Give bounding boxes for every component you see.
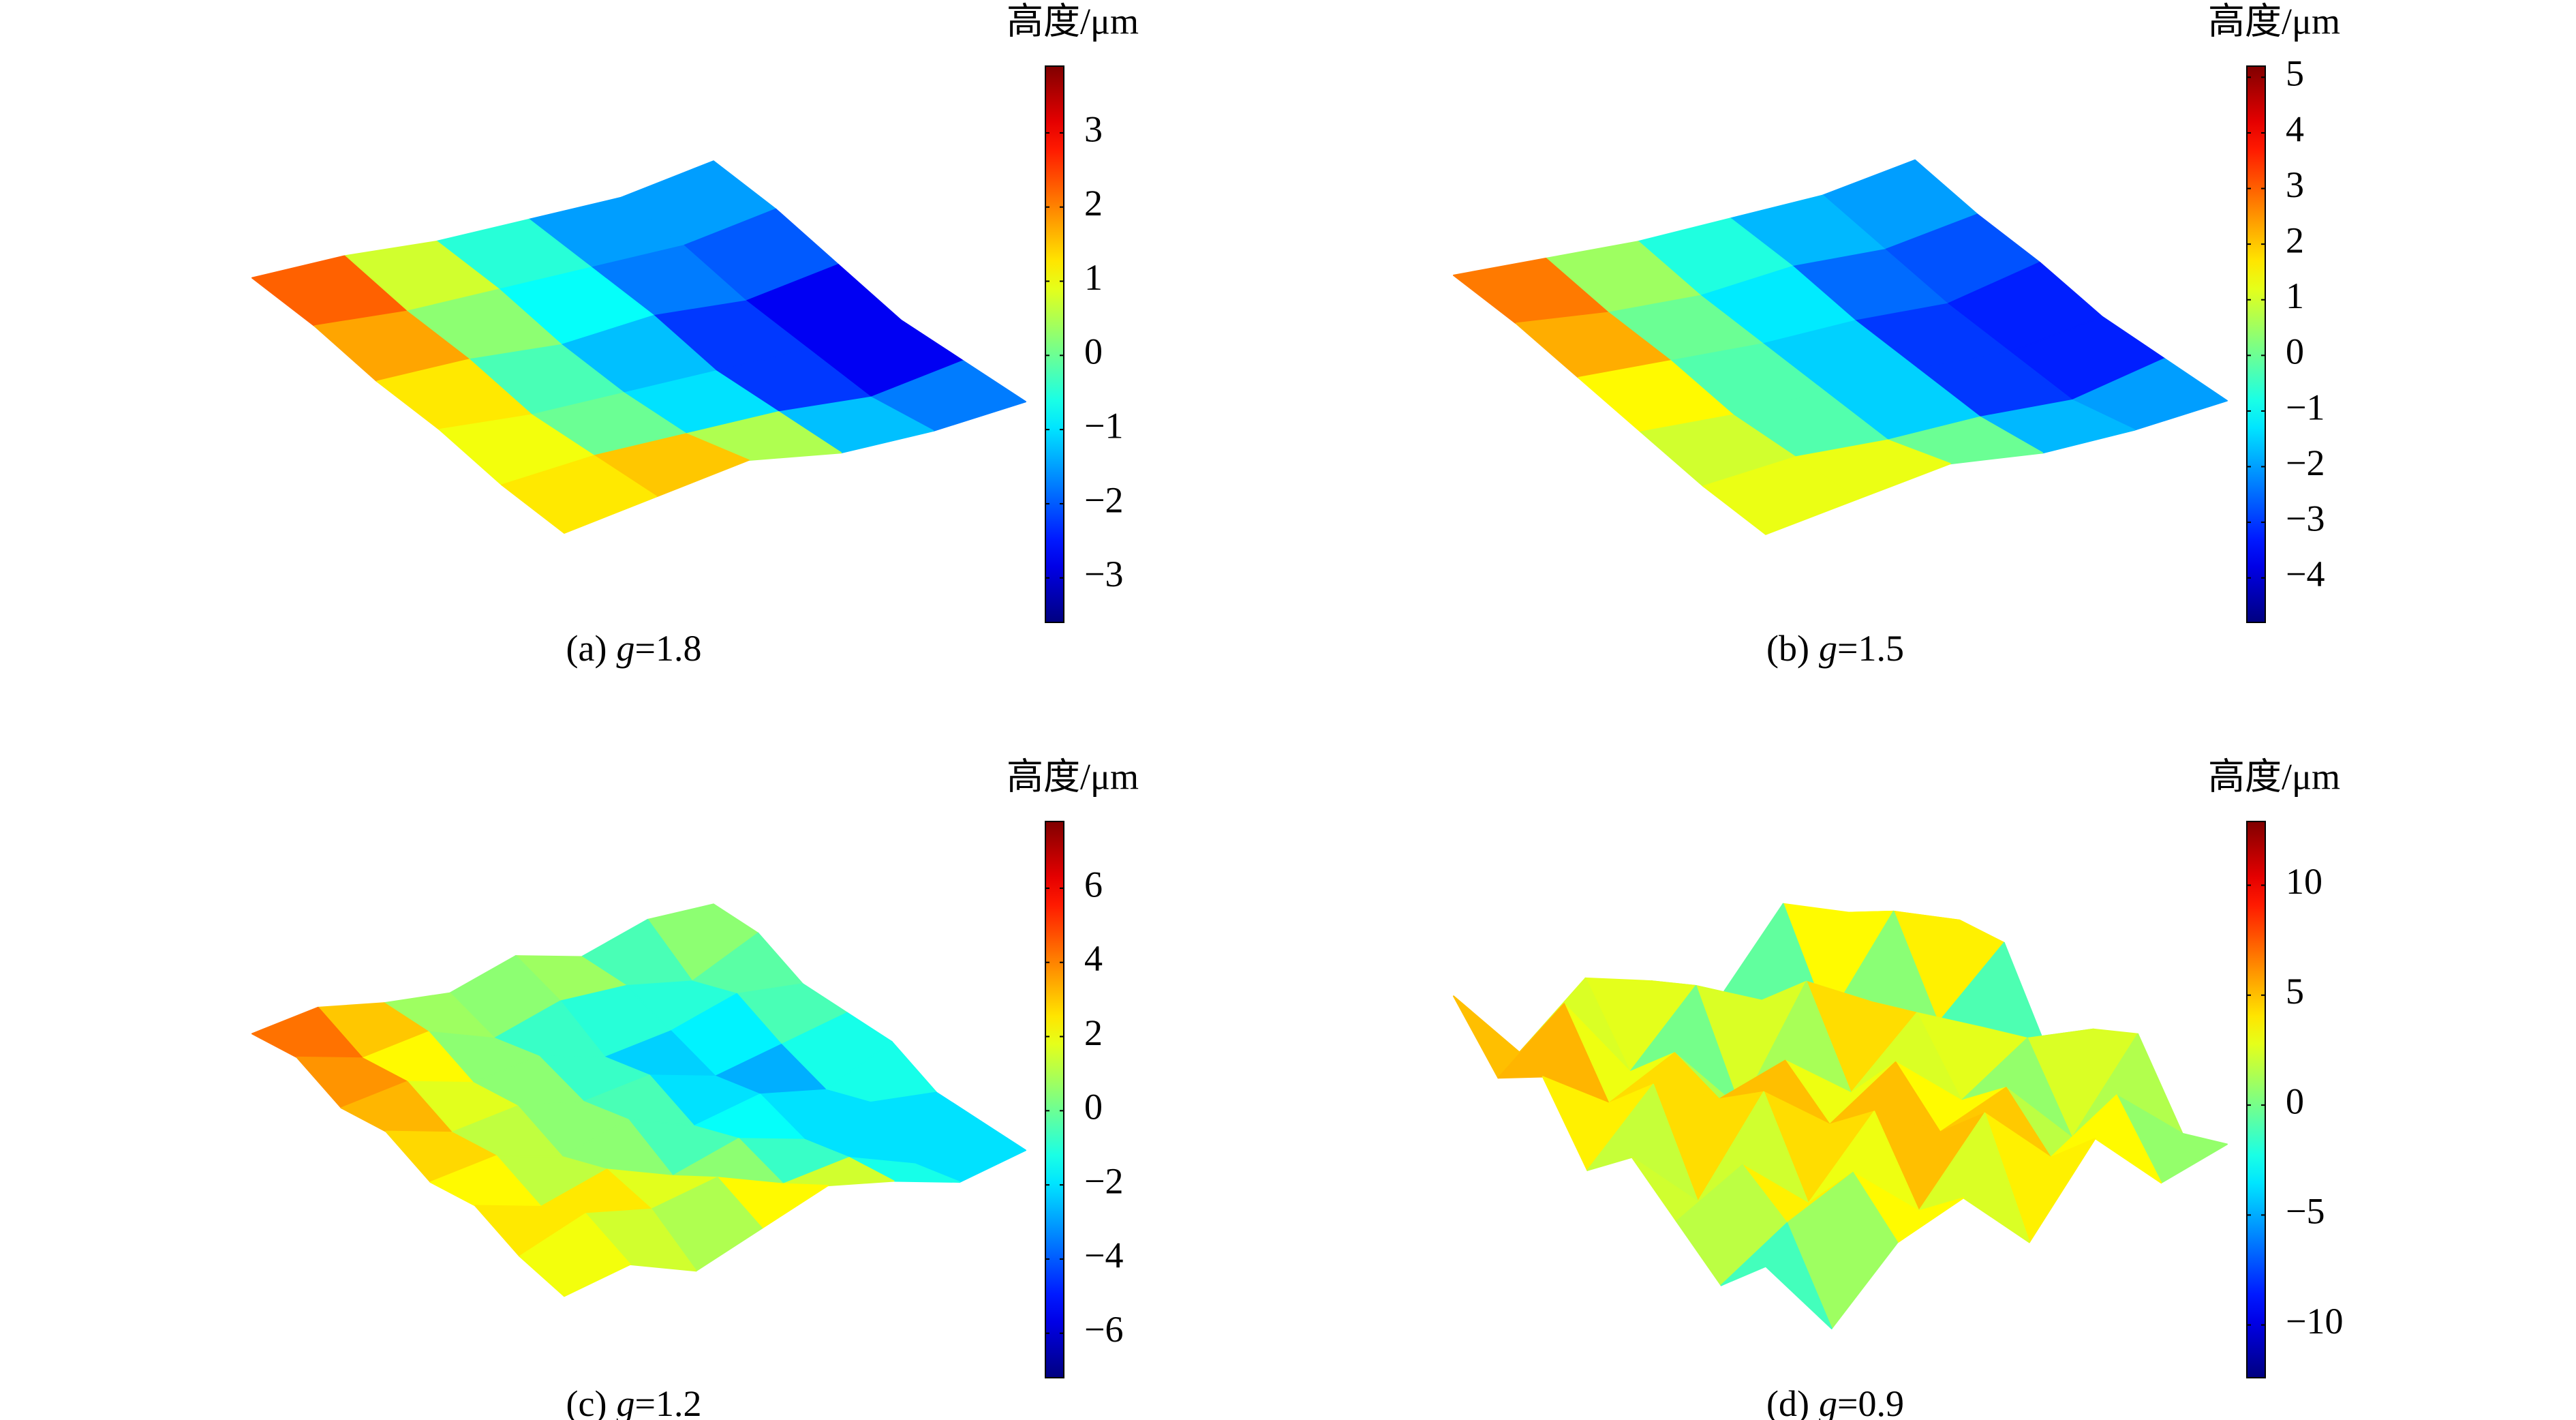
colorbar-tick-label: 0	[2286, 1081, 2304, 1121]
colorbar	[2246, 65, 2266, 623]
colorbar-tick-label: 4	[1084, 938, 1103, 979]
colorbar-title: 高度/μm	[2208, 1, 2340, 42]
surface-cell	[1720, 1222, 1833, 1329]
caption-label: (c)	[566, 1383, 607, 1420]
colorbar-tick-label: 3	[2286, 164, 2304, 205]
caption-label: (b)	[1766, 628, 1809, 669]
colorbar-tick-label: 0	[1084, 331, 1103, 372]
colorbar-tick-label: 4	[2286, 108, 2304, 149]
colorbar	[2246, 821, 2266, 1378]
colorbar-tick-label: 1	[1084, 257, 1103, 298]
colorbar-tick-label: 2	[1084, 183, 1103, 224]
colorbar-tick-label: −2	[1084, 479, 1123, 520]
caption: (a) g=1.8	[566, 628, 702, 669]
caption-value: =0.9	[1837, 1383, 1904, 1420]
colorbar	[1045, 65, 1064, 623]
surface-cell	[501, 455, 658, 534]
caption-value: =1.2	[634, 1383, 701, 1420]
colorbar-tick-label: 2	[2286, 220, 2304, 261]
colorbar-tick-label: 5	[2286, 53, 2304, 94]
colorbar-title: 高度/μm	[2208, 756, 2340, 797]
colorbar-tick-label: −3	[1084, 554, 1123, 594]
colorbar-tick-label: −2	[1084, 1161, 1123, 1202]
surface	[1453, 159, 2228, 535]
surface	[251, 160, 1026, 534]
colorbar-tick-label: 0	[2286, 331, 2304, 372]
surface-cell	[1702, 456, 1859, 535]
caption: (d) g=0.9	[1766, 1383, 1904, 1420]
colorbar-tick-label: −3	[2286, 498, 2325, 539]
colorbar-tick-label: 3	[1084, 108, 1103, 149]
colorbar-title: 高度/μm	[1007, 756, 1139, 797]
caption-label: (d)	[1766, 1383, 1809, 1420]
colorbar-tick-label: 10	[2286, 861, 2322, 902]
colorbar	[1045, 821, 1064, 1378]
colorbar-tick-label: −6	[1084, 1309, 1123, 1350]
colorbar-tick-label: −4	[2286, 554, 2325, 594]
colorbar-tick-label: 0	[1084, 1087, 1103, 1128]
colorbar-tick-label: −2	[2286, 442, 2325, 483]
caption-label: (a)	[566, 628, 607, 669]
colorbar-tick-label: −1	[2286, 387, 2325, 427]
colorbar-tick-label: −1	[1084, 406, 1123, 447]
colorbar-tick-label: −5	[2286, 1191, 2325, 1232]
caption: (c) g=1.2	[566, 1383, 702, 1420]
caption-variable: g	[1819, 1383, 1837, 1420]
caption-variable: g	[616, 1383, 634, 1420]
caption: (b) g=1.5	[1766, 628, 1904, 669]
caption-variable: g	[1819, 628, 1837, 669]
surface	[251, 903, 1026, 1297]
surface	[1453, 903, 2228, 1329]
colorbar-tick-label: 6	[1084, 864, 1103, 905]
colorbar-tick-label: −10	[2286, 1301, 2343, 1342]
caption-value: =1.5	[1837, 628, 1904, 669]
colorbar-tick-label: 5	[2286, 971, 2304, 1012]
colorbar-tick-label: −4	[1084, 1235, 1123, 1275]
surface-cell	[519, 1213, 631, 1297]
colorbar-title: 高度/μm	[1007, 1, 1139, 42]
caption-value: =1.8	[634, 628, 701, 669]
colorbar-tick-label: 1	[2286, 275, 2304, 316]
caption-variable: g	[616, 628, 634, 669]
colorbar-tick-label: 2	[1084, 1012, 1103, 1053]
